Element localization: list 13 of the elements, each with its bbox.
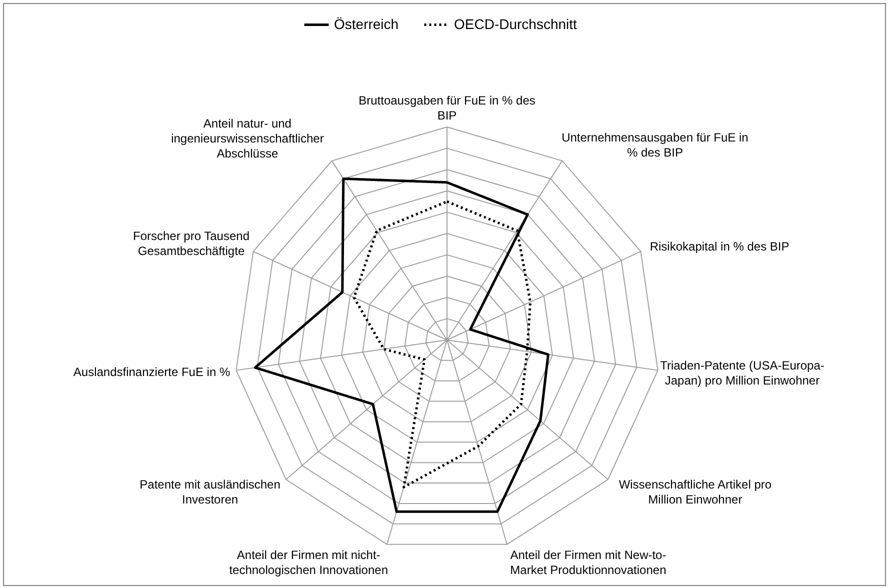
spoke-label: Anteil der Firmen mit New-to-Market Produktionnovationen [510, 548, 666, 577]
spoke-label: Anteil natur- und ingenieurswissenschaftlicher Abschlüsse [171, 116, 324, 161]
spoke-label: Risikokapital in % des BIP [650, 240, 790, 254]
spoke-label: Anteil der Firmen mit nicht-technologischen Innovationen [229, 548, 388, 577]
spoke-label: Auslandsfinanzierte FuE in % [73, 364, 230, 379]
spoke-label: Forscher pro Tausend Gesamtbeschäftigte [132, 229, 250, 258]
spoke-label: Patente mit ausländischen Investoren [140, 477, 280, 506]
legend-label: OECD-Durchschnitt [454, 16, 578, 32]
legend-label: Österreich [334, 16, 399, 32]
spoke-label: Bruttoausgaben für FuE in % des BIP [358, 94, 536, 122]
spoke-label: Wissenschaftliche Artikel pro Million Einwohner [618, 477, 772, 506]
spoke-label: Unternehmensausgaben für FuE in % des BIP [562, 130, 748, 160]
spoke-label: Triaden-Patente (USA-Europa-Japan) pro Million Einwohner [660, 358, 824, 388]
